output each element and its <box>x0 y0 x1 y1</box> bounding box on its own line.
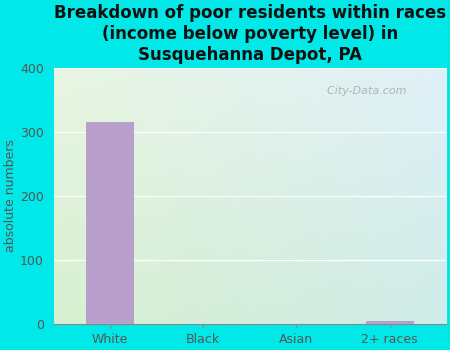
Bar <box>86 122 133 324</box>
Y-axis label: absolute numbers: absolute numbers <box>4 140 17 252</box>
Bar <box>366 321 413 324</box>
Title: Breakdown of poor residents within races
(income below poverty level) in
Susqueh: Breakdown of poor residents within races… <box>54 4 446 64</box>
Text: City-Data.com: City-Data.com <box>320 86 407 96</box>
